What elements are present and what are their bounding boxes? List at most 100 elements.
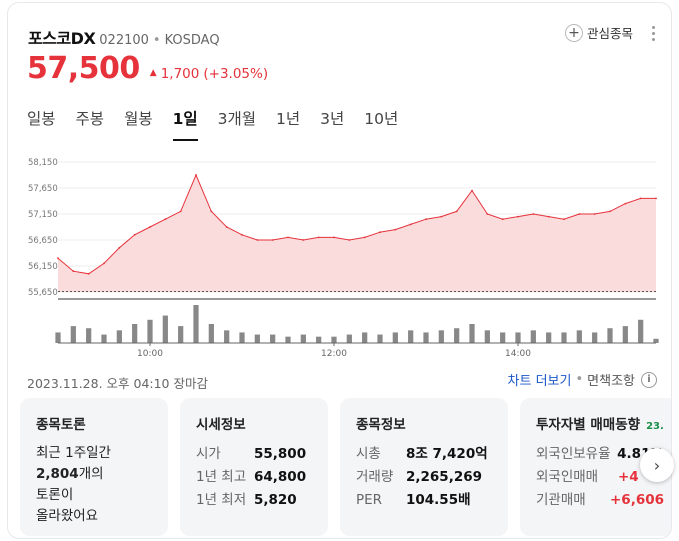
price-point <box>593 213 596 215</box>
kv-row: 외국인매매 +4 <box>536 466 664 489</box>
kv-value: 104.55배 <box>406 492 471 508</box>
y-tick-label: 55,650 <box>28 288 58 298</box>
stock-info-panel[interactable]: 종목정보 시총 8조 7,420억 거래량 2,265,269 PER 104.55배 <box>340 398 508 536</box>
price-point <box>179 210 182 213</box>
investor-panel[interactable]: 투자자별 매매동향 23. 외국인보유율 4.81% 외국인매매 +4 기관매매 +6,… <box>520 398 671 536</box>
stock-name[interactable]: 포스코DX <box>28 29 96 48</box>
price-point <box>333 236 335 239</box>
tab-3[interactable]: 1일 <box>172 107 198 141</box>
volume-bar <box>224 330 230 343</box>
volume-bar <box>561 332 567 343</box>
tab-6[interactable]: 3년 <box>320 110 345 128</box>
price-point <box>471 189 473 192</box>
tab-7[interactable]: 10년 <box>364 110 399 128</box>
market-info-panel[interactable]: 시세정보 시가 55,800 1년 최고 64,800 1년 최저 5,820 <box>180 398 328 536</box>
y-tick-label: 56,150 <box>28 262 58 272</box>
volume-bar <box>423 332 429 343</box>
volume-bar <box>576 330 582 343</box>
price-point <box>348 239 351 241</box>
tab-0[interactable]: 일봉 <box>27 110 56 128</box>
stock-info-rows: 시총 8조 7,420억 거래량 2,265,269 PER 104.55배 <box>356 443 492 512</box>
price-point <box>655 197 657 200</box>
volume-bar <box>377 334 383 343</box>
kv-key: 1년 최고 <box>196 469 247 485</box>
favorite-label: 관심종목 <box>586 26 633 41</box>
volume-bar <box>254 334 260 343</box>
forum-line4: 올라왔어요 <box>36 508 99 524</box>
price-point <box>118 246 121 249</box>
price-point <box>455 210 458 213</box>
kv-key: 기관매매 <box>536 492 586 508</box>
volume-bar <box>208 324 214 343</box>
price-point <box>133 233 136 236</box>
price-point <box>486 213 489 215</box>
kv-value: 2,265,269 <box>406 469 483 485</box>
volume-bar <box>638 319 644 343</box>
kv-value: 8조 7,420억 <box>406 446 488 462</box>
price-point <box>302 239 305 241</box>
separator-dot: • <box>152 33 161 48</box>
volume-bar <box>454 328 460 343</box>
favorite-button[interactable]: + 관심종목 <box>564 23 633 42</box>
kv-key: 시총 <box>356 446 381 462</box>
kv-value: 55,800 <box>254 446 307 462</box>
y-tick-label: 58,150 <box>28 158 58 168</box>
price-point <box>517 215 519 218</box>
price-point <box>287 236 289 239</box>
volume-bar <box>132 324 138 343</box>
chart-more-link[interactable]: 차트 더보기 <box>507 374 572 389</box>
more-menu-icon[interactable] <box>647 23 659 43</box>
volume-bar <box>331 336 337 343</box>
up-triangle-icon: ▲ <box>149 68 157 78</box>
separator-dot: • <box>575 372 584 387</box>
intraday-chart[interactable]: 58,150 57,650 57,150 56,650 56,150 55,650 10:0… <box>8 153 672 363</box>
info-icon[interactable]: i <box>641 371 657 388</box>
price-point <box>164 218 167 221</box>
kv-value: +4 <box>618 469 639 485</box>
volume-bar <box>346 334 352 343</box>
volume-bar <box>392 332 398 343</box>
price-point <box>256 239 259 241</box>
kv-row: 기관매매 +6,606 <box>536 489 664 512</box>
x-tick-label: 14:00 <box>505 349 531 359</box>
kv-key: 시가 <box>196 446 221 462</box>
kv-value: 5,820 <box>254 492 297 508</box>
kv-row: 시총 8조 7,420억 <box>356 443 492 466</box>
tab-4[interactable]: 3개월 <box>217 110 257 128</box>
volume-bar <box>193 305 199 343</box>
forum-line1: 최근 1주일간 <box>36 445 111 461</box>
tab-2[interactable]: 월봉 <box>124 110 153 128</box>
kv-row: 1년 최고 64,800 <box>196 466 312 489</box>
y-tick-label: 57,650 <box>28 184 58 194</box>
price-row: 57,500 ▲ 1,700 (+3.05%) <box>27 51 268 86</box>
info-panels: 종목토론 최근 1주일간 2,804개의 토론이 올라왔어요 시세정보 시가 55… <box>20 398 671 536</box>
price-point <box>57 257 59 260</box>
price-point <box>501 218 504 221</box>
kv-key: 1년 최저 <box>196 492 247 508</box>
price-point <box>72 270 75 273</box>
tab-5[interactable]: 1년 <box>276 110 301 128</box>
forum-count-suffix: 개의 <box>78 466 104 482</box>
kv-row: PER 104.55배 <box>356 489 492 512</box>
forum-panel[interactable]: 종목토론 최근 1주일간 2,804개의 토론이 올라왔어요 <box>20 398 168 536</box>
kv-row: 거래량 2,265,269 <box>356 466 492 489</box>
price-point <box>547 215 550 218</box>
chart-links: 차트 더보기 • 면책조항 i <box>508 370 657 389</box>
price-point <box>210 210 213 213</box>
volume-bar <box>116 330 122 343</box>
y-tick-label: 56,650 <box>28 236 58 246</box>
price-point <box>363 236 366 239</box>
price-point <box>195 174 197 176</box>
price-point <box>271 239 274 241</box>
price-point <box>225 226 228 228</box>
disclaimer-link[interactable]: 면책조항 <box>587 374 635 389</box>
stock-header: 포스코DX 022100 • KOSDAQ <box>28 25 220 49</box>
next-arrow-icon[interactable]: › <box>640 448 674 482</box>
volume-bar <box>607 328 613 343</box>
kv-row: 1년 최저 5,820 <box>196 489 312 512</box>
market-info-title: 시세정보 <box>196 417 246 433</box>
volume-bar <box>285 336 291 343</box>
period-tabs: 일봉 주봉 월봉 1일 3개월 1년 3년 10년 <box>27 107 418 141</box>
tab-1[interactable]: 주봉 <box>75 110 105 128</box>
volume-bar <box>362 332 368 343</box>
